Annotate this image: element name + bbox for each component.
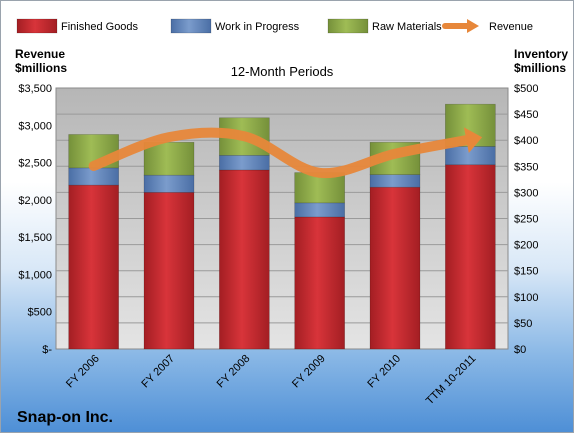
legend-label-finished-goods: Finished Goods [61,21,139,33]
x-tick-label: FY 2010 [365,353,403,391]
bar-work-in-progress [143,174,195,193]
right-tick-label: $100 [514,292,538,304]
right-tick-label: $350 [514,161,538,173]
left-tick-label: $2,000 [18,195,52,207]
legend-label-raw-materials: Raw Materials [372,21,442,33]
x-tick-label: FY 2008 [215,353,253,391]
left-tick-label: $1,000 [18,269,52,281]
left-tick-label: $500 [28,307,52,319]
legend-label-revenue: Revenue [489,21,533,33]
legend: Finished Goods Work in Progress Raw Materi… [16,18,533,34]
bars [68,103,496,350]
right-tick-label: $150 [514,266,538,278]
right-tick-label: $200 [514,240,538,252]
bar-work-in-progress [219,155,270,171]
right-axis-title-line2: $millions [514,61,566,75]
left-tick-label: $1,500 [18,232,52,244]
right-tick-label: $300 [514,187,538,199]
left-tick-label: $3,000 [18,120,52,132]
bar-finished-goods [143,192,195,350]
bar-work-in-progress [294,202,345,218]
left-axis-title-line2: $millions [15,61,67,75]
right-axis: $0 $50 $100 $150 $200 $250 $300 $350 $400 $450 $50… [514,83,538,356]
bar-finished-goods [219,169,270,350]
right-axis-title-line1: Inventory [514,47,568,61]
bar-work-in-progress [369,174,421,188]
company-name: Snap-on Inc. [17,409,113,426]
x-tick-label: FY 2006 [64,353,102,391]
left-axis: $- $500 $1,000 $1,500 $2,000 $2,500 $3,000 $3,5… [18,83,52,356]
revenue-line-path [88,127,476,179]
bar-finished-goods [68,184,119,350]
revenue-line [88,127,483,179]
x-tick-label: FY 2007 [139,353,177,391]
legend-label-work-in-progress: Work in Progress [215,21,300,33]
x-tick-label: FY 2009 [290,353,328,391]
bar-finished-goods [445,164,496,350]
right-tick-label: $450 [514,109,538,121]
legend-swatch-finished-goods [16,18,58,34]
right-tick-label: $0 [514,344,526,356]
left-tick-label: $3,500 [18,83,52,95]
legend-arrow-revenue [467,19,479,33]
left-tick-label: $2,500 [18,158,52,170]
revenue-arrowhead [463,127,483,153]
right-tick-label: $50 [514,318,532,330]
bar-finished-goods [294,216,345,350]
legend-swatch-raw-materials [327,18,369,34]
bar-raw-materials [294,172,345,204]
x-tick-label: TTM 10-2011 [424,353,479,408]
right-tick-label: $250 [514,214,538,226]
right-tick-label: $400 [514,135,538,147]
left-axis-title-line1: Revenue [15,47,65,61]
right-tick-label: $500 [514,83,538,95]
x-axis: FY 2006 FY 2007 FY 2008 FY 2009 FY 2010 TTM 1… [64,353,478,408]
left-tick-label: $- [42,344,52,356]
bar-finished-goods [369,186,421,350]
bar-raw-materials [143,141,195,176]
gridlines [56,113,508,324]
chart-title: 12-Month Periods [231,64,334,79]
legend-swatch-work-in-progress [170,18,212,34]
